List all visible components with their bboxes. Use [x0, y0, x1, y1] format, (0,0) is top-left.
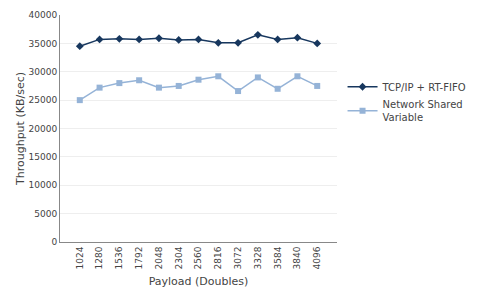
svg-text:1280: 1280	[94, 246, 104, 269]
svg-text:3584: 3584	[273, 246, 283, 269]
svg-text:1792: 1792	[134, 247, 144, 270]
svg-text:0: 0	[51, 237, 57, 247]
svg-text:2816: 2816	[213, 246, 223, 269]
svg-text:2560: 2560	[193, 246, 203, 269]
svg-text:5000: 5000	[34, 209, 57, 219]
svg-text:1536: 1536	[114, 246, 124, 269]
svg-text:Payload (Doubles): Payload (Doubles)	[149, 275, 249, 288]
svg-text:3328: 3328	[253, 246, 263, 269]
svg-text:3840: 3840	[292, 246, 302, 269]
svg-text:Throughput (KB/sec): Throughput (KB/sec)	[14, 72, 27, 186]
svg-text:Network SharedVariable: Network SharedVariable	[383, 99, 463, 123]
svg-text:35000: 35000	[29, 39, 58, 49]
svg-text:2304: 2304	[174, 246, 184, 269]
svg-text:30000: 30000	[29, 67, 58, 77]
svg-text:1024: 1024	[75, 246, 85, 269]
svg-text:15000: 15000	[29, 152, 58, 162]
svg-text:3072: 3072	[233, 247, 243, 270]
svg-text:20000: 20000	[29, 124, 58, 134]
svg-text:25000: 25000	[29, 95, 58, 105]
svg-text:10000: 10000	[29, 180, 58, 190]
svg-text:40000: 40000	[29, 10, 58, 20]
svg-text:4096: 4096	[312, 246, 322, 269]
svg-text:2048: 2048	[154, 246, 164, 269]
svg-text:TCP/IP + RT-FIFO: TCP/IP + RT-FIFO	[382, 82, 466, 93]
